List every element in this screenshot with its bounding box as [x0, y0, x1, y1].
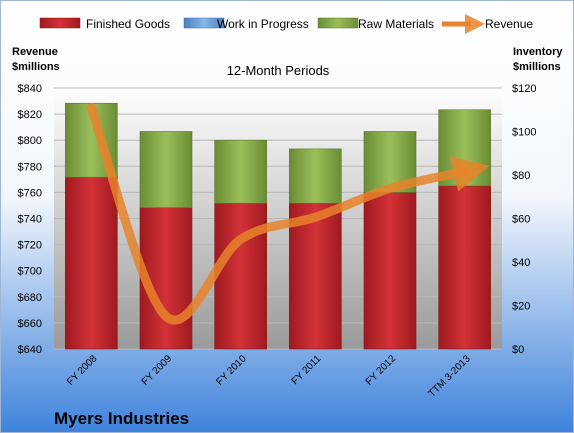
- right-axis-ticks: $0 $20 $40 $60 $80 $100 $120: [512, 83, 536, 356]
- chart-subtitle: 12-Month Periods: [227, 63, 330, 78]
- company-name: Myers Industries: [54, 409, 189, 428]
- bar-finished-goods: [363, 192, 417, 350]
- left-tick-label: $760: [18, 187, 42, 199]
- right-tick-label: $0: [512, 344, 524, 356]
- left-tick-label: $680: [18, 292, 42, 304]
- right-tick-label: $40: [512, 257, 530, 269]
- legend-label-work-in-progress: Work in Progress: [217, 17, 309, 31]
- left-tick-label: $820: [18, 109, 42, 121]
- bar-raw-materials: [139, 131, 193, 208]
- right-axis-title-line2: $millions: [513, 61, 561, 73]
- left-axis-title-line1: Revenue: [12, 46, 58, 58]
- left-axis-title-line2: $millions: [12, 61, 60, 73]
- revenue-line: [86, 103, 490, 325]
- left-axis-ticks: $640 $660 $680 $700 $720 $740 $760 $780 $800 $820…: [18, 83, 42, 356]
- bar-raw-materials: [214, 139, 267, 204]
- bar-finished-goods: [289, 202, 342, 350]
- left-tick-label: $740: [18, 214, 42, 226]
- bar-finished-goods: [65, 176, 118, 350]
- left-tick-label: $780: [18, 161, 42, 173]
- left-tick-label: $640: [18, 344, 42, 356]
- right-tick-label: $20: [512, 301, 530, 313]
- bar-finished-goods: [438, 185, 491, 350]
- right-axis-title-line1: Inventory: [513, 46, 563, 58]
- legend: Finished Goods Work in Progress Raw Mate…: [39, 14, 533, 34]
- left-tick-label: $720: [18, 240, 42, 252]
- right-tick-label: $120: [512, 83, 536, 95]
- revenue-line-group: [86, 103, 490, 325]
- legend-swatch-raw-materials: [317, 17, 359, 29]
- bar-finished-goods: [214, 202, 267, 350]
- left-tick-label: $840: [18, 83, 42, 95]
- legend-label-revenue: Revenue: [485, 17, 533, 31]
- left-tick-label: $700: [18, 266, 42, 278]
- legend-label-raw-materials: Raw Materials: [358, 17, 434, 31]
- right-tick-label: $100: [512, 127, 536, 139]
- right-tick-label: $80: [512, 170, 530, 182]
- legend-swatch-work-in-progress: [183, 17, 225, 29]
- left-tick-label: $660: [18, 318, 42, 330]
- legend-label-finished-goods: Finished Goods: [86, 17, 170, 31]
- legend-swatch-finished-goods: [39, 17, 81, 29]
- bar-raw-materials: [289, 148, 342, 204]
- left-tick-label: $800: [18, 135, 42, 147]
- right-tick-label: $60: [512, 214, 530, 226]
